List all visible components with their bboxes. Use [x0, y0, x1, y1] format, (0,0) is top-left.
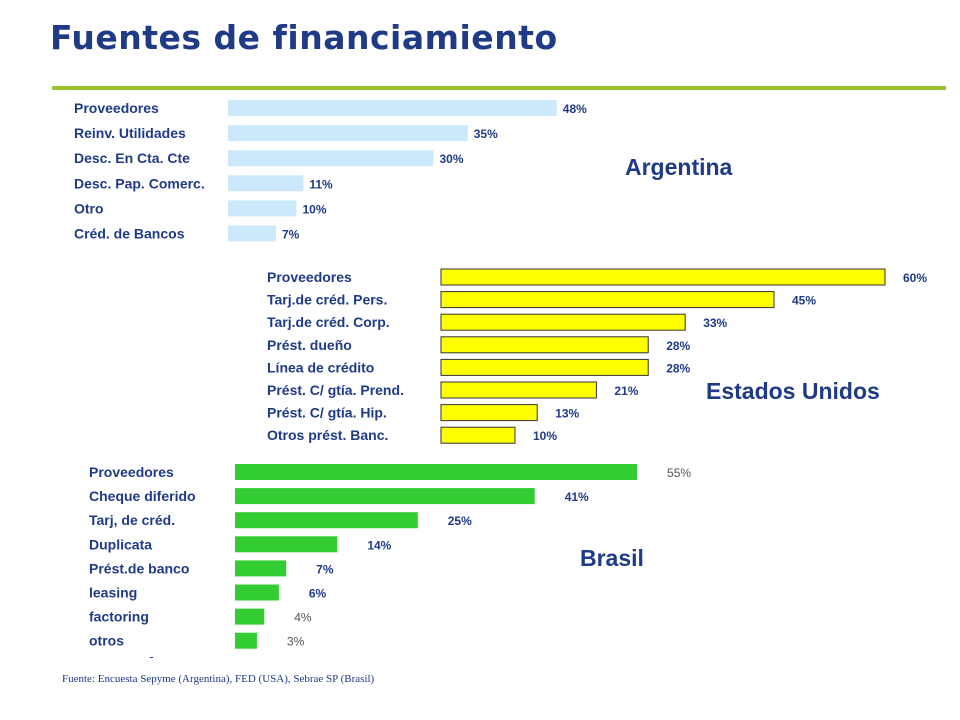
argentina-value-label: 10% [303, 202, 327, 216]
usa-category-label: Línea de crédito [267, 359, 374, 375]
brasil-bar [235, 512, 418, 529]
argentina-value-label: 11% [309, 177, 333, 191]
brasil-category-label: leasing [89, 585, 137, 601]
brasil-bar [235, 632, 257, 649]
usa-bar [440, 381, 597, 399]
brasil-bar [235, 584, 279, 601]
usa-value-label: 10% [533, 429, 557, 443]
brasil-category-label: Prést.de banco [89, 560, 189, 576]
brasil-category-label: Tarj, de créd. [89, 512, 175, 528]
usa-value-label: 33% [703, 316, 727, 330]
brasil-category-label: factoring [89, 609, 149, 625]
usa-category-label: Proveedores [267, 269, 352, 285]
usa-bar [440, 336, 649, 354]
brasil-category-label: Cheque diferido [89, 488, 196, 504]
brasil-value-label: 3% [287, 635, 305, 649]
brasil-category-label: Proveedores [89, 464, 174, 480]
argentina-bar [228, 200, 297, 217]
usa-chart-title: Estados Unidos [706, 378, 880, 404]
usa-value-label: 28% [666, 361, 690, 375]
brasil-category-label: Duplicata [89, 536, 152, 552]
argentina-category-label: Desc. En Cta. Cte [74, 150, 190, 166]
argentina-bar [228, 100, 557, 116]
argentina-value-label: 7% [282, 228, 300, 242]
usa-category-label: Tarj.de créd. Corp. [267, 314, 390, 330]
brasil-bar [235, 608, 265, 625]
brasil-value-label: 7% [316, 562, 334, 576]
usa-bar [440, 291, 775, 309]
brasil-bar [235, 536, 338, 553]
brasil-bar [235, 488, 535, 505]
usa-value-label: 21% [614, 384, 638, 398]
usa-value-label: 13% [555, 407, 579, 421]
argentina-bar [228, 150, 434, 167]
argentina-value-label: 48% [563, 102, 587, 116]
brasil-category-label: otros [89, 633, 124, 649]
argentina-category-label: Otro [74, 200, 104, 216]
usa-category-label: Prést. C/ gtía. Prend. [267, 382, 404, 398]
usa-category-label: Tarj.de créd. Pers. [267, 292, 387, 308]
argentina-category-label: Reinv. Utilidades [74, 125, 186, 141]
usa-bar [440, 426, 516, 444]
usa-value-label: 60% [903, 271, 927, 285]
usa-bar [440, 268, 886, 286]
usa-category-label: Prést. C/ gtía. Hip. [267, 405, 387, 421]
usa-value-label: 45% [792, 294, 816, 308]
argentina-category-label: Desc. Pap. Comerc. [74, 175, 205, 191]
usa-bar [440, 404, 538, 422]
page-title: Fuentes de financiamiento [50, 18, 558, 57]
argentina-category-label: Proveedores [74, 100, 159, 116]
argentina-value-label: 35% [474, 127, 498, 141]
argentina-bar [228, 225, 276, 242]
argentina-bar [228, 175, 304, 192]
brasil-chart-title: Brasil [580, 545, 644, 571]
brasil-bar [235, 464, 638, 480]
brasil-value-label: 25% [448, 514, 472, 528]
usa-category-label: Otros prést. Banc. [267, 427, 388, 443]
usa-category-label: Prést. dueño [267, 337, 352, 353]
usa-bar [440, 358, 649, 376]
brasil-value-label: 4% [294, 611, 312, 625]
source-note: Fuente: Encuesta Sepyme (Argentina), FED… [62, 673, 375, 685]
brasil-value-label: 41% [565, 490, 589, 504]
brasil-bar [235, 560, 287, 577]
brasil-value-label: 55% [667, 466, 691, 480]
argentina-value-label: 30% [440, 152, 464, 166]
argentina-bar [228, 125, 468, 142]
title-divider [52, 86, 946, 90]
usa-bar [440, 313, 686, 331]
usa-value-label: 28% [666, 339, 690, 353]
brasil-value-label: 6% [309, 587, 327, 601]
divider-mark [150, 657, 153, 658]
brasil-value-label: 14% [367, 538, 391, 552]
argentina-chart-title: Argentina [625, 154, 733, 180]
argentina-category-label: Créd. de Bancos [74, 226, 185, 242]
